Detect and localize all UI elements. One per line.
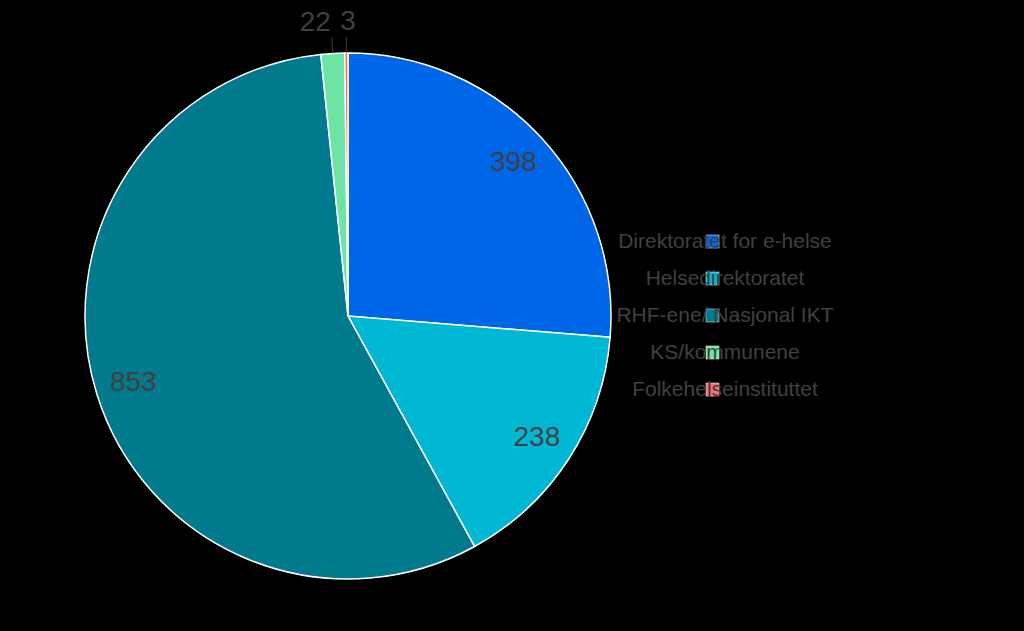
- svg-text:3: 3: [340, 5, 356, 36]
- svg-text:RHF-ene/ Nasjonal IKT: RHF-ene/ Nasjonal IKT: [616, 303, 833, 326]
- svg-text:398: 398: [490, 146, 537, 177]
- svg-text:238: 238: [513, 421, 560, 452]
- svg-text:Folkehelseinstituttet: Folkehelseinstituttet: [632, 377, 818, 400]
- svg-text:22: 22: [300, 6, 331, 37]
- svg-text:853: 853: [110, 366, 157, 397]
- svg-text:Direktoratet for e-helse: Direktoratet for e-helse: [618, 229, 832, 252]
- svg-text:Helsedirektoratet: Helsedirektoratet: [646, 266, 805, 289]
- svg-text:KS/kommunene: KS/kommunene: [650, 340, 799, 363]
